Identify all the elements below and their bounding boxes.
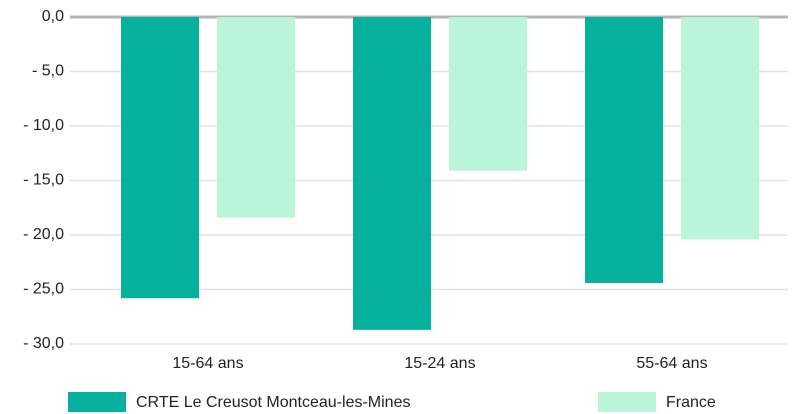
y-tick-label: - 5,0: [32, 63, 64, 80]
bar: [217, 17, 295, 218]
legend-label: France: [666, 394, 716, 411]
y-tick-label: - 10,0: [23, 117, 64, 134]
bar: [449, 17, 527, 171]
y-tick-label: - 25,0: [23, 281, 64, 298]
y-tick-label: - 15,0: [23, 172, 64, 189]
y-tick-label: 0,0: [42, 8, 64, 25]
legend-swatch: [68, 392, 126, 412]
bar: [353, 17, 431, 330]
bar: [121, 17, 199, 299]
x-tick-label: 15-64 ans: [172, 355, 243, 372]
legend-label: CRTE Le Creusot Montceau-les-Mines: [136, 394, 410, 411]
legend-swatch: [598, 392, 656, 412]
x-tick-label: 15-24 ans: [404, 355, 475, 372]
x-tick-label: 55-64 ans: [636, 355, 707, 372]
y-tick-label: - 30,0: [23, 335, 64, 352]
bar: [585, 17, 663, 283]
y-tick-label: - 20,0: [23, 226, 64, 243]
bar: [681, 17, 759, 240]
